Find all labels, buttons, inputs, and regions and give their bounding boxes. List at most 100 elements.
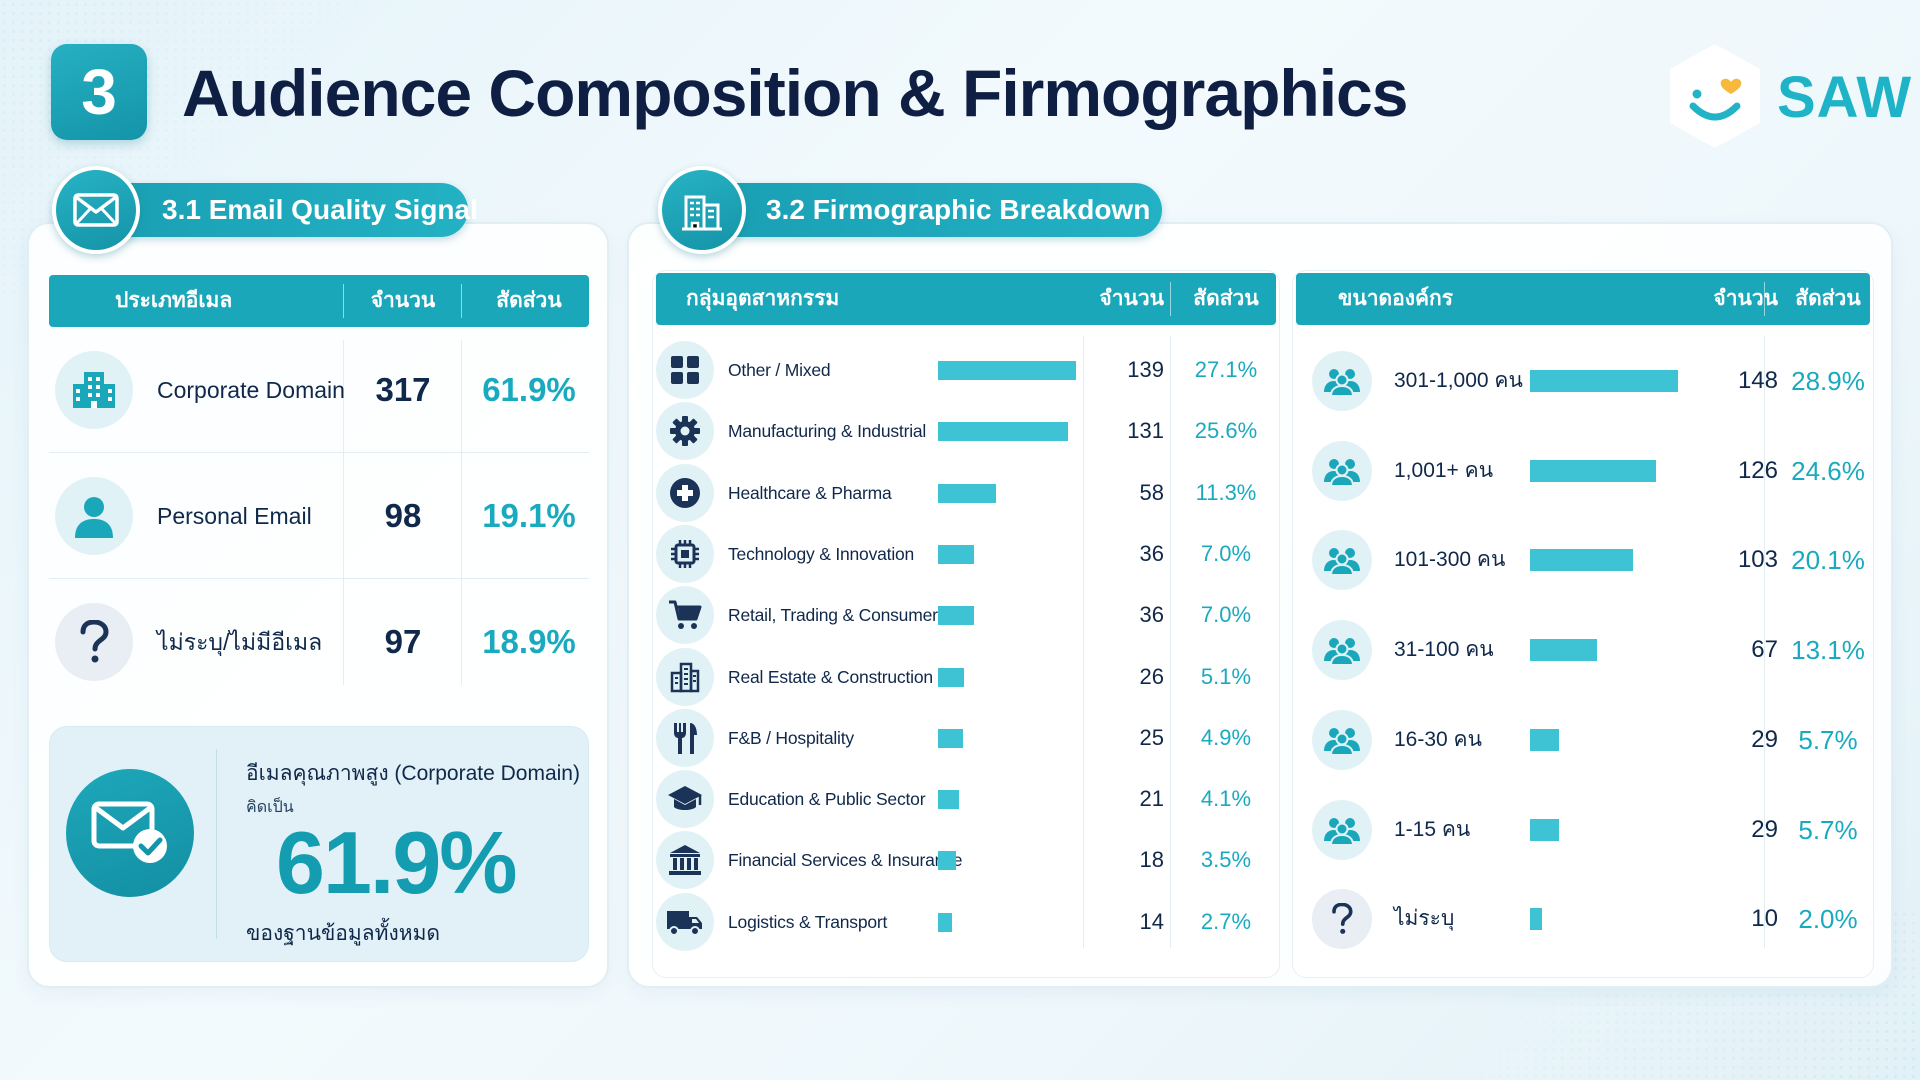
company-size-bar — [1530, 549, 1633, 572]
saw-logo: SAW — [1665, 44, 1911, 154]
industry-label: Healthcare & Pharma — [728, 482, 892, 503]
email-table-header: ประเภทอีเมล จำนวน สัดส่วน — [49, 275, 589, 327]
industry-row: Manufacturing & Industrial 131 25.6% — [656, 400, 1276, 462]
email-col-divider-2 — [461, 340, 462, 685]
company-size-count: 67 — [1751, 636, 1778, 664]
industry-row: Real Estate & Construction 26 5.1% — [656, 646, 1276, 708]
industry-bar — [938, 728, 963, 748]
company-size-label: 31-100 คน — [1394, 638, 1494, 662]
industry-bar — [938, 606, 974, 626]
industry-bar — [938, 422, 1069, 442]
graduation-cap-icon — [656, 770, 714, 829]
industry-bar — [938, 790, 959, 810]
company-size-count: 29 — [1751, 725, 1778, 753]
company-size-share: 28.9% — [1791, 366, 1865, 396]
industry-share: 7.0% — [1200, 602, 1252, 628]
email-type-label: Personal Email — [157, 503, 312, 529]
people-icon — [1312, 351, 1372, 411]
company-size-row: 1-15 คน 29 5.7% — [1296, 785, 1870, 875]
industry-share: 7.0% — [1200, 540, 1252, 566]
industry-label: Education & Public Sector — [728, 789, 926, 810]
industry-bar — [938, 912, 952, 932]
col-share: สัดส่วน — [1193, 287, 1259, 310]
company-size-label: 301-1,000 คน — [1394, 369, 1523, 392]
industry-count: 139 — [1127, 357, 1164, 382]
firmographic-section-title: 3.2 Firmographic Breakdown — [700, 183, 1162, 237]
col-count: จำนวน — [1099, 287, 1164, 310]
col-count: จำนวน — [1713, 287, 1778, 310]
industry-row: Education & Public Sector 21 4.1% — [656, 768, 1276, 830]
company-size-label: ไม่ระบุ — [1394, 907, 1455, 931]
company-size-share: 5.7% — [1798, 814, 1858, 845]
industry-label: Technology & Innovation — [728, 543, 915, 564]
company-size-share: 20.1% — [1791, 545, 1865, 576]
email-col-divider-1 — [343, 340, 344, 685]
industry-row: Technology & Innovation 36 7.0% — [656, 523, 1276, 585]
smile-heart-icon — [1689, 78, 1742, 121]
envelope-icon — [52, 166, 140, 254]
industry-count: 36 — [1139, 602, 1164, 628]
col-share: สัดส่วน — [1795, 287, 1861, 310]
email-row-unspecified: ไม่ระบุ/ไม่มีอีเมล 97 18.9% — [49, 579, 589, 705]
company-size-count: 29 — [1751, 815, 1778, 843]
company-size-count: 148 — [1737, 367, 1778, 394]
company-size-row: 1,001+ คน 126 24.6% — [1296, 426, 1870, 516]
email-section-title: 3.1 Email Quality Signal — [100, 183, 478, 237]
company-size-bar — [1530, 908, 1542, 931]
company-size-share: 13.1% — [1791, 635, 1865, 666]
company-size-row: ไม่ระบุ 10 2.0% — [1296, 874, 1870, 964]
industry-share: 25.6% — [1194, 418, 1258, 444]
industry-count: 36 — [1139, 540, 1164, 566]
industry-table-header: กลุ่มอุตสาหกรรม จำนวน สัดส่วน — [656, 273, 1276, 325]
company-size-count: 103 — [1737, 546, 1778, 574]
industry-count: 25 — [1139, 724, 1164, 750]
industry-row: Logistics & Transport 14 2.7% — [656, 891, 1276, 953]
email-count: 317 — [375, 371, 431, 408]
company-size-table-header: ขนาดองค์กร จำนวน สัดส่วน — [1296, 273, 1870, 325]
email-type-label: Corporate Domain — [157, 377, 345, 403]
company-size-bar — [1530, 818, 1560, 841]
industry-bar — [938, 361, 1076, 380]
company-size-bar — [1530, 459, 1656, 482]
company-size-count: 10 — [1751, 905, 1778, 933]
industry-label: Real Estate & Construction — [728, 666, 933, 687]
company-size-share: 5.7% — [1798, 724, 1858, 755]
company-size-bar — [1530, 370, 1678, 392]
industry-bar — [938, 483, 996, 503]
highlight-divider — [216, 749, 217, 939]
medical-cross-icon — [656, 463, 714, 522]
industry-label: F&B / Hospitality — [728, 727, 854, 748]
col-email-type: ประเภทอีเมล — [115, 289, 233, 312]
page-title: Audience Composition & Firmographics — [182, 56, 1408, 130]
corporate-domain-highlight: อีเมลคุณภาพสูง (Corporate Domain) คิดเป็… — [49, 726, 589, 962]
industry-row: Retail, Trading & Consumer 36 7.0% — [656, 584, 1276, 646]
logo-badge — [1670, 44, 1760, 148]
company-size-share: 24.6% — [1791, 455, 1865, 486]
company-size-label: 101-300 คน — [1394, 548, 1506, 572]
company-size-label: 1,001+ คน — [1394, 458, 1494, 482]
company-size-row: 31-100 คน 67 13.1% — [1296, 605, 1870, 695]
cart-icon — [656, 586, 714, 645]
col-count: จำนวน — [370, 289, 436, 312]
question-icon — [55, 603, 133, 681]
industry-label: Financial Services & Insurance — [728, 850, 963, 871]
people-icon — [1312, 440, 1372, 501]
chip-icon — [656, 524, 714, 583]
industry-label: Other / Mixed — [728, 360, 831, 380]
buildings-icon — [656, 647, 714, 706]
email-share: 18.9% — [482, 623, 576, 660]
col-share: สัดส่วน — [496, 289, 562, 312]
industry-share: 27.1% — [1194, 357, 1258, 382]
industry-count: 14 — [1139, 908, 1164, 934]
industry-row: F&B / Hospitality 25 4.9% — [656, 707, 1276, 769]
email-share: 61.9% — [482, 371, 576, 408]
industry-label: Retail, Trading & Consumer — [728, 605, 938, 626]
industry-share: 2.7% — [1200, 908, 1252, 934]
highlight-footer: ของฐานข้อมูลทั้งหมด — [246, 922, 441, 945]
company-size-bar — [1530, 728, 1560, 751]
size-col-divider — [1764, 336, 1765, 948]
highlight-subtitle: คิดเป็น — [246, 799, 294, 816]
industry-count: 58 — [1139, 479, 1164, 505]
truck-icon — [656, 892, 714, 951]
company-size-row: 301-1,000 คน 148 28.9% — [1296, 336, 1870, 426]
